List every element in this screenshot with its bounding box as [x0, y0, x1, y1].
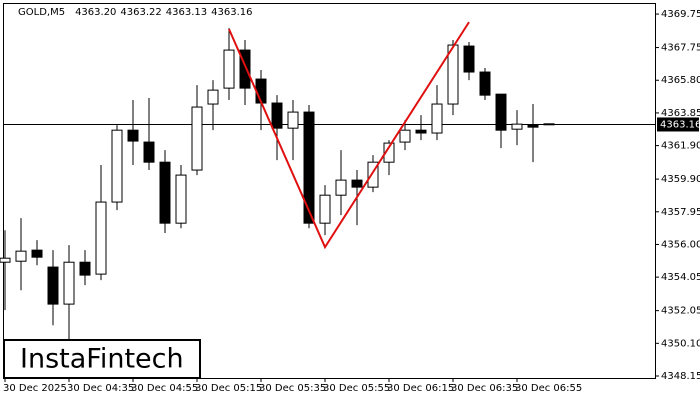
candle-body	[127, 129, 139, 142]
last-price-label: 4363.16	[660, 119, 700, 130]
logo: InstaFintech	[20, 344, 184, 375]
x-tick-label: 30 Dec 04:35	[67, 383, 134, 394]
last-price-box	[657, 117, 699, 132]
candle-body	[95, 201, 107, 275]
candle-body	[479, 71, 491, 96]
candle-body	[15, 250, 27, 262]
x-tick-label: 30 Dec 04:55	[131, 383, 198, 394]
candle-body	[415, 129, 427, 134]
y-tick-label: 4367.75	[661, 43, 700, 54]
chart-layer: 4369.75 4367.75 4365.80 4363.85 4361.90 4359.…	[0, 9, 700, 394]
x-tick-label: 30 Dec 05:55	[323, 383, 390, 394]
chart-header: GOLD,M5 4363.20 4363.22 4363.13 4363.16	[18, 7, 253, 18]
y-tick-label: 4359.90	[661, 174, 700, 185]
pattern-line	[228, 21, 470, 250]
candle-body	[351, 179, 363, 188]
candle-body	[495, 93, 507, 131]
candle-body	[191, 106, 203, 171]
candle-body	[223, 49, 235, 89]
candle-body	[303, 111, 315, 224]
candle-body	[63, 261, 75, 305]
candle-body	[335, 179, 347, 196]
candle-body	[463, 45, 475, 73]
candle-body	[207, 89, 219, 105]
y-tick-label: 4352.05	[661, 306, 700, 317]
candle-body	[543, 123, 555, 126]
candle-body	[47, 266, 59, 305]
y-tick-label: 4365.80	[661, 75, 700, 86]
candle-body	[287, 111, 299, 129]
x-tick-label: 30 Dec 06:55	[515, 383, 582, 394]
candle-body	[399, 129, 411, 143]
candle-body	[511, 123, 523, 130]
logo-box	[3, 339, 201, 379]
x-tick-label: 30 Dec 2025	[3, 383, 67, 394]
candle-body	[319, 194, 331, 224]
candle-body	[0, 257, 11, 263]
x-tick-label: 30 Dec 05:35	[259, 383, 326, 394]
x-tick-label: 30 Dec 06:15	[387, 383, 454, 394]
y-tick-label: 4357.95	[661, 207, 700, 218]
y-tick-label: 4354.05	[661, 272, 700, 283]
header-close: 4363.16	[211, 7, 252, 18]
y-tick-label: 4369.75	[661, 9, 700, 20]
candle-body	[239, 49, 251, 89]
x-tick-label: 30 Dec 05:15	[195, 383, 262, 394]
y-tick-label: 4348.15	[661, 371, 700, 382]
candle-body	[431, 103, 443, 134]
candle-body	[447, 44, 459, 105]
y-tick-label: 4350.10	[661, 338, 700, 349]
header-open: 4363.20	[75, 7, 116, 18]
candle-body	[31, 249, 43, 258]
candle-body	[367, 161, 379, 188]
header-low: 4363.13	[166, 7, 207, 18]
y-tick-label: 4361.90	[661, 141, 700, 152]
candle-body	[79, 261, 91, 276]
y-tick-label: 4356.00	[661, 239, 700, 250]
candle-body	[175, 174, 187, 224]
y-tick-label: 4363.85	[661, 108, 700, 119]
candle-body	[159, 161, 171, 224]
candle-body	[143, 141, 155, 163]
header-high: 4363.22	[120, 7, 161, 18]
candle-body	[383, 142, 395, 163]
candle-body	[271, 102, 283, 129]
symbol: GOLD,M5	[18, 7, 65, 18]
candle-body	[527, 124, 539, 128]
candle-body	[111, 129, 123, 203]
x-tick-label: 30 Dec 06:35	[451, 383, 518, 394]
